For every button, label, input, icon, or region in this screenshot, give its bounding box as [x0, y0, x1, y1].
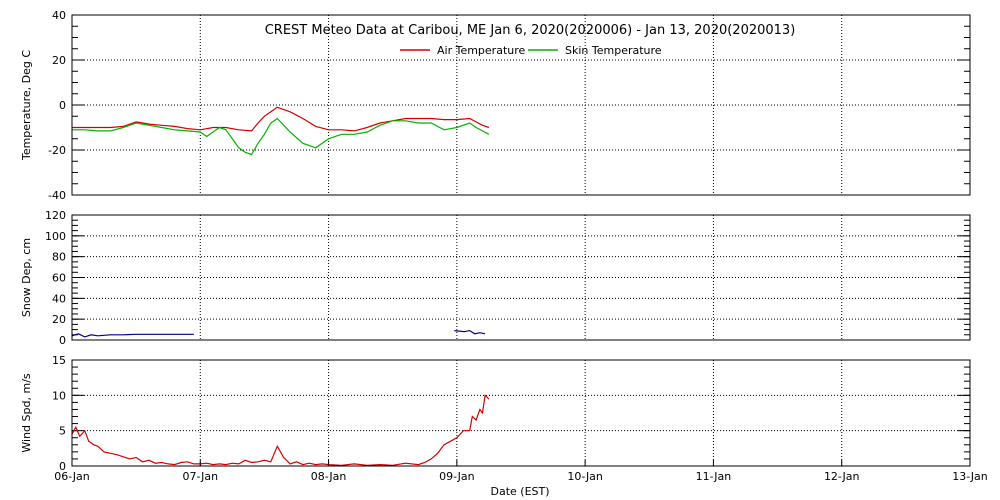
panel-1-ytick-label: 60	[52, 272, 66, 285]
panel-0-ytick-label: 40	[52, 9, 66, 22]
panel-1-frame	[71, 214, 971, 341]
x-tick-label: 09-Jan	[439, 470, 475, 483]
panel-1-y-axis-title: Snow Dep, cm	[20, 238, 33, 317]
x-tick-label: 07-Jan	[183, 470, 219, 483]
x-tick-label: 08-Jan	[311, 470, 347, 483]
panel-2-ytick-label: 5	[59, 425, 66, 438]
panel-2-ytick-label: 15	[52, 354, 66, 367]
x-tick-label: 12-Jan	[824, 470, 860, 483]
panel-2-series-0-line	[71, 394, 490, 466]
panel-0-ytick-label: -20	[48, 144, 66, 157]
panel-0-y-axis-title: Temperature, Deg C	[20, 50, 33, 161]
panel-1-ytick-label: 20	[52, 313, 66, 326]
panel-1-ytick-label: 0	[59, 334, 66, 347]
panel-0-frame	[71, 14, 971, 196]
panel-1-ytick-label: 100	[45, 230, 66, 243]
panel-0-ytick-label: 0	[59, 99, 66, 112]
x-tick-label: 06-Jan	[54, 470, 90, 483]
panel-2-frame	[71, 359, 971, 467]
panel-2-y-axis-title: Wind Spd, m/s	[20, 373, 33, 453]
panel-1-ytick-label: 40	[52, 292, 66, 305]
panel-0-series-0-line	[72, 106, 490, 132]
panel-0-ytick-label: -40	[48, 189, 66, 202]
legend-label-1: Skin Temperature	[565, 44, 662, 57]
panel-1-ytick-label: 120	[45, 209, 66, 222]
chart-title: CREST Meteo Data at Caribou, ME Jan 6, 2…	[265, 23, 796, 38]
x-axis-title: Date (EST)	[490, 485, 549, 498]
x-tick-label: 10-Jan	[567, 470, 603, 483]
panel-1-series-0-line	[71, 329, 486, 338]
panel-0-ytick-label: 20	[52, 54, 66, 67]
panel-1-ytick-label: 80	[52, 251, 66, 264]
panel-0-series-1-line	[72, 117, 490, 156]
x-tick-label: 11-Jan	[696, 470, 732, 483]
legend-label-0: Air Temperature	[437, 44, 526, 57]
x-tick-label: 13-Jan	[952, 470, 988, 483]
panel-2-ytick-label: 10	[52, 389, 66, 402]
panel-2-ytick-label: 0	[59, 460, 66, 473]
